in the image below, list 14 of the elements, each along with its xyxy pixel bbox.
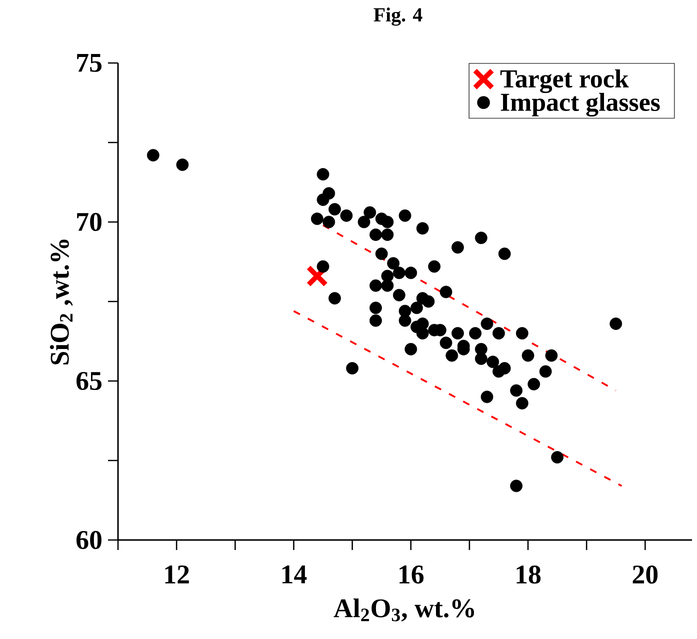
y-tick-label: 60 — [76, 530, 102, 550]
x-tick-label: 20 — [632, 566, 658, 584]
legend-label: Impact glasses — [500, 92, 660, 116]
chart-title: Fig. 4 — [374, 8, 422, 26]
x-tick-label: 12 — [165, 566, 189, 584]
y-tick-label: 65 — [76, 372, 102, 390]
x-axis-title: Al$_{2}$O$_{3}$, wt.% — [334, 598, 474, 622]
x-tick-label: 14 — [282, 565, 307, 584]
y-tick-label: 75 — [77, 54, 102, 72]
x-tick-label: 18 — [516, 566, 541, 584]
legend-label: Target rock — [500, 69, 629, 94]
y-axis-title: SiO$_{2}$ ,wt.% — [50, 240, 73, 364]
y-tick-label: 70 — [77, 212, 102, 232]
x-tick-label: 16 — [400, 566, 424, 584]
